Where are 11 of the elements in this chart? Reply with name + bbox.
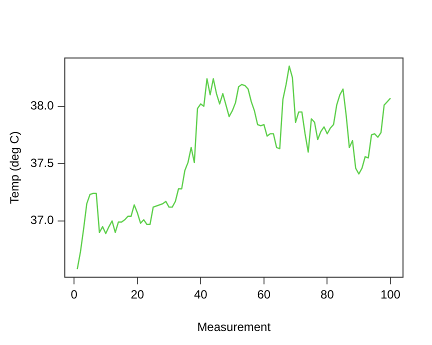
y-tick-label: 38.0 bbox=[30, 98, 54, 113]
x-tick-label: 0 bbox=[70, 288, 78, 302]
y-tick-label: 37.5 bbox=[30, 156, 54, 170]
x-tick-label: 80 bbox=[320, 288, 334, 302]
x-tick-label: 20 bbox=[130, 288, 144, 302]
y-tick-label: 37.0 bbox=[30, 213, 54, 228]
x-tick-label: 60 bbox=[257, 288, 271, 302]
x-axis-title: Measurement bbox=[197, 320, 272, 334]
y-axis-title: Temp (deg C) bbox=[8, 131, 22, 204]
x-tick-label: 40 bbox=[194, 288, 208, 302]
x-tick-label: 100 bbox=[380, 288, 401, 302]
